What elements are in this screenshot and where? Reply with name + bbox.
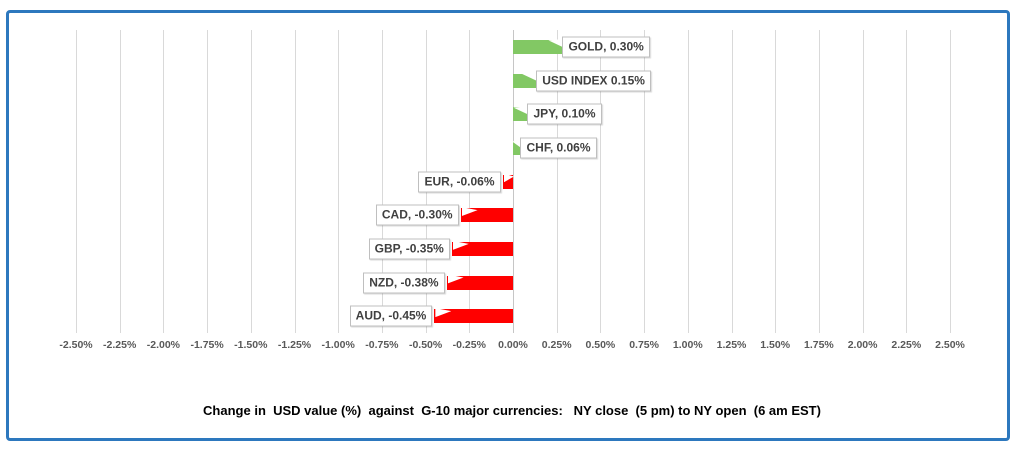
callout-pointer — [461, 207, 478, 217]
x-tick-label: -0.25% — [452, 339, 486, 351]
x-tick-label: 0.75% — [629, 339, 659, 351]
x-tick-label: -1.75% — [190, 339, 224, 351]
gridline — [556, 30, 558, 333]
x-tick-label: 2.50% — [935, 339, 965, 351]
x-tick-label: -2.25% — [103, 339, 137, 351]
x-tick-label: -1.25% — [277, 339, 312, 351]
bar-cad — [460, 208, 513, 223]
x-tick-label: 0.25% — [541, 339, 572, 351]
data-label-eur: EUR, -0.06% — [418, 171, 501, 192]
data-label-aud: AUD, -0.45% — [349, 305, 433, 327]
bar-gbp — [451, 241, 513, 256]
x-tick-label: -2.50% — [59, 339, 93, 351]
x-tick-label: 0.00% — [498, 339, 528, 351]
callout-pointer — [522, 72, 539, 82]
callout-pointer — [503, 173, 514, 183]
data-label-nzd: NZD, -0.38% — [363, 272, 445, 293]
gridline — [294, 30, 296, 333]
x-tick-label: 2.00% — [847, 339, 878, 351]
x-tick-label: 1.75% — [804, 339, 834, 351]
x-tick-label: -1.00% — [321, 339, 355, 351]
gridline — [600, 30, 602, 333]
gridline — [775, 30, 777, 333]
gridline — [862, 30, 864, 333]
data-label-gbp: GBP, -0.35% — [368, 238, 450, 260]
gridline — [338, 30, 340, 333]
x-tick-label: 2.25% — [891, 339, 922, 351]
x-tick-label: 1.00% — [672, 339, 703, 351]
bar-aud — [434, 309, 513, 324]
gridline — [381, 30, 383, 333]
x-tick-label: -2.00% — [146, 339, 181, 351]
chart-title: Change in USD value (%) against G-10 maj… — [203, 403, 821, 418]
gridline — [119, 30, 121, 333]
x-tick-label: -0.75% — [365, 339, 399, 351]
gridline — [818, 30, 820, 333]
chart-border-frame — [6, 10, 1010, 441]
data-label-usd-index: USD INDEX 0.15% — [536, 70, 651, 91]
bar-nzd — [446, 275, 513, 290]
callout-pointer — [447, 274, 464, 284]
data-label-gold: GOLD, 0.30% — [562, 36, 650, 58]
callout-pointer — [435, 308, 452, 318]
gridline — [644, 30, 646, 333]
bar-eur — [502, 174, 513, 189]
x-tick-label: -1.50% — [234, 339, 268, 351]
axis-zero-line — [513, 30, 514, 333]
callout-pointer — [513, 106, 530, 116]
data-label-chf: CHF, 0.06% — [520, 137, 597, 159]
data-label-jpy: JPY, 0.10% — [527, 103, 602, 125]
gridline — [731, 30, 733, 333]
gridline — [207, 30, 209, 333]
gridline — [76, 30, 77, 333]
gridline — [950, 30, 951, 333]
bar-chf — [513, 140, 524, 155]
x-tick-label: 1.50% — [760, 339, 791, 351]
x-tick-label: 1.25% — [716, 339, 747, 351]
callout-pointer — [512, 139, 523, 149]
data-label-cad: CAD, -0.30% — [375, 204, 459, 226]
gridline — [906, 30, 908, 333]
x-tick-label: -0.50% — [408, 339, 443, 351]
bar-gold — [513, 39, 566, 54]
callout-pointer — [548, 38, 565, 48]
gridline — [250, 30, 252, 333]
gridline — [163, 30, 165, 333]
x-tick-label: 0.50% — [585, 339, 616, 351]
callout-pointer — [452, 240, 469, 250]
gridline — [687, 30, 689, 333]
